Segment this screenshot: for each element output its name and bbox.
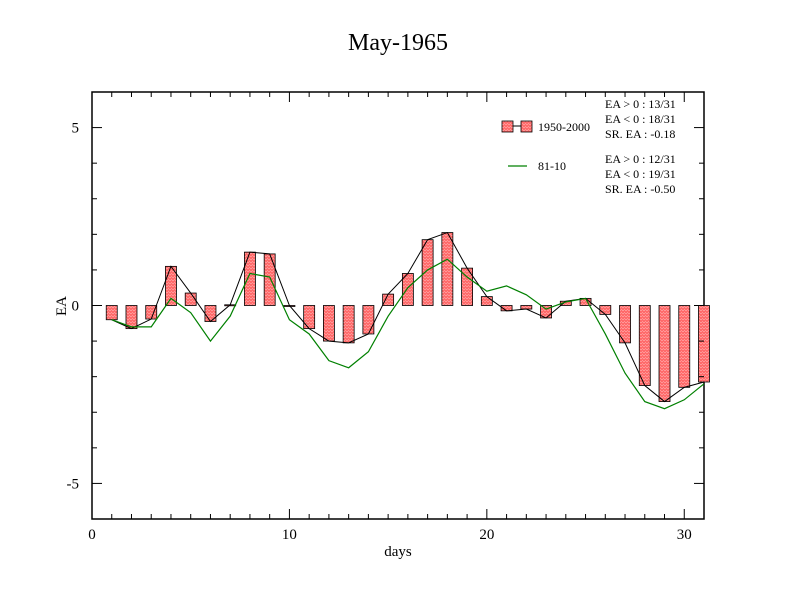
legend-label: 81-10 (538, 159, 566, 173)
bar (382, 293, 395, 306)
x-axis-label: days (384, 544, 412, 560)
legend-stat: EA < 0 : 18/31 (605, 112, 676, 126)
bar (658, 305, 671, 402)
bar (303, 305, 316, 330)
bar (342, 305, 355, 344)
y-tick-label: 0 (72, 299, 80, 315)
legend-stat: SR. EA : -0.18 (605, 127, 675, 141)
bar (401, 273, 414, 306)
y-tick-label: 5 (72, 121, 80, 137)
legend-stat: EA < 0 : 19/31 (605, 167, 676, 181)
bar (599, 305, 612, 315)
chart-title: May-1965 (348, 30, 448, 56)
legend-stat: SR. EA : -0.50 (605, 182, 675, 196)
legend-stat: EA > 0 : 12/31 (605, 152, 676, 166)
y-tick-label: -5 (67, 476, 80, 492)
line-series-81-10 (111, 258, 705, 410)
legend-swatch (501, 120, 514, 133)
bar (362, 305, 375, 335)
bar-series-1950-2000 (105, 232, 710, 402)
legend-swatch (520, 120, 533, 133)
bar (244, 251, 256, 306)
legend-stat: EA > 0 : 13/31 (605, 97, 676, 111)
y-axis-label: EA (54, 296, 70, 316)
legend-label: 1950-2000 (538, 120, 590, 134)
bar (204, 305, 217, 322)
y-tick-labels: -5 0 5 (67, 121, 80, 493)
bar (480, 296, 493, 306)
bar-series-outline (111, 231, 705, 403)
bar (678, 305, 691, 388)
x-tick-label: 10 (282, 527, 297, 543)
x-tick-label: 0 (88, 527, 96, 543)
x-tick-label: 30 (677, 527, 692, 543)
bar (105, 305, 118, 321)
bar (698, 305, 710, 383)
x-tick-labels: 0 10 20 30 (88, 527, 692, 543)
x-tick-label: 20 (479, 527, 494, 543)
bar (323, 305, 335, 342)
bar (638, 305, 651, 386)
axis-ticks (91, 91, 705, 520)
bar (263, 253, 276, 306)
bar (520, 305, 533, 310)
bar (441, 232, 454, 306)
